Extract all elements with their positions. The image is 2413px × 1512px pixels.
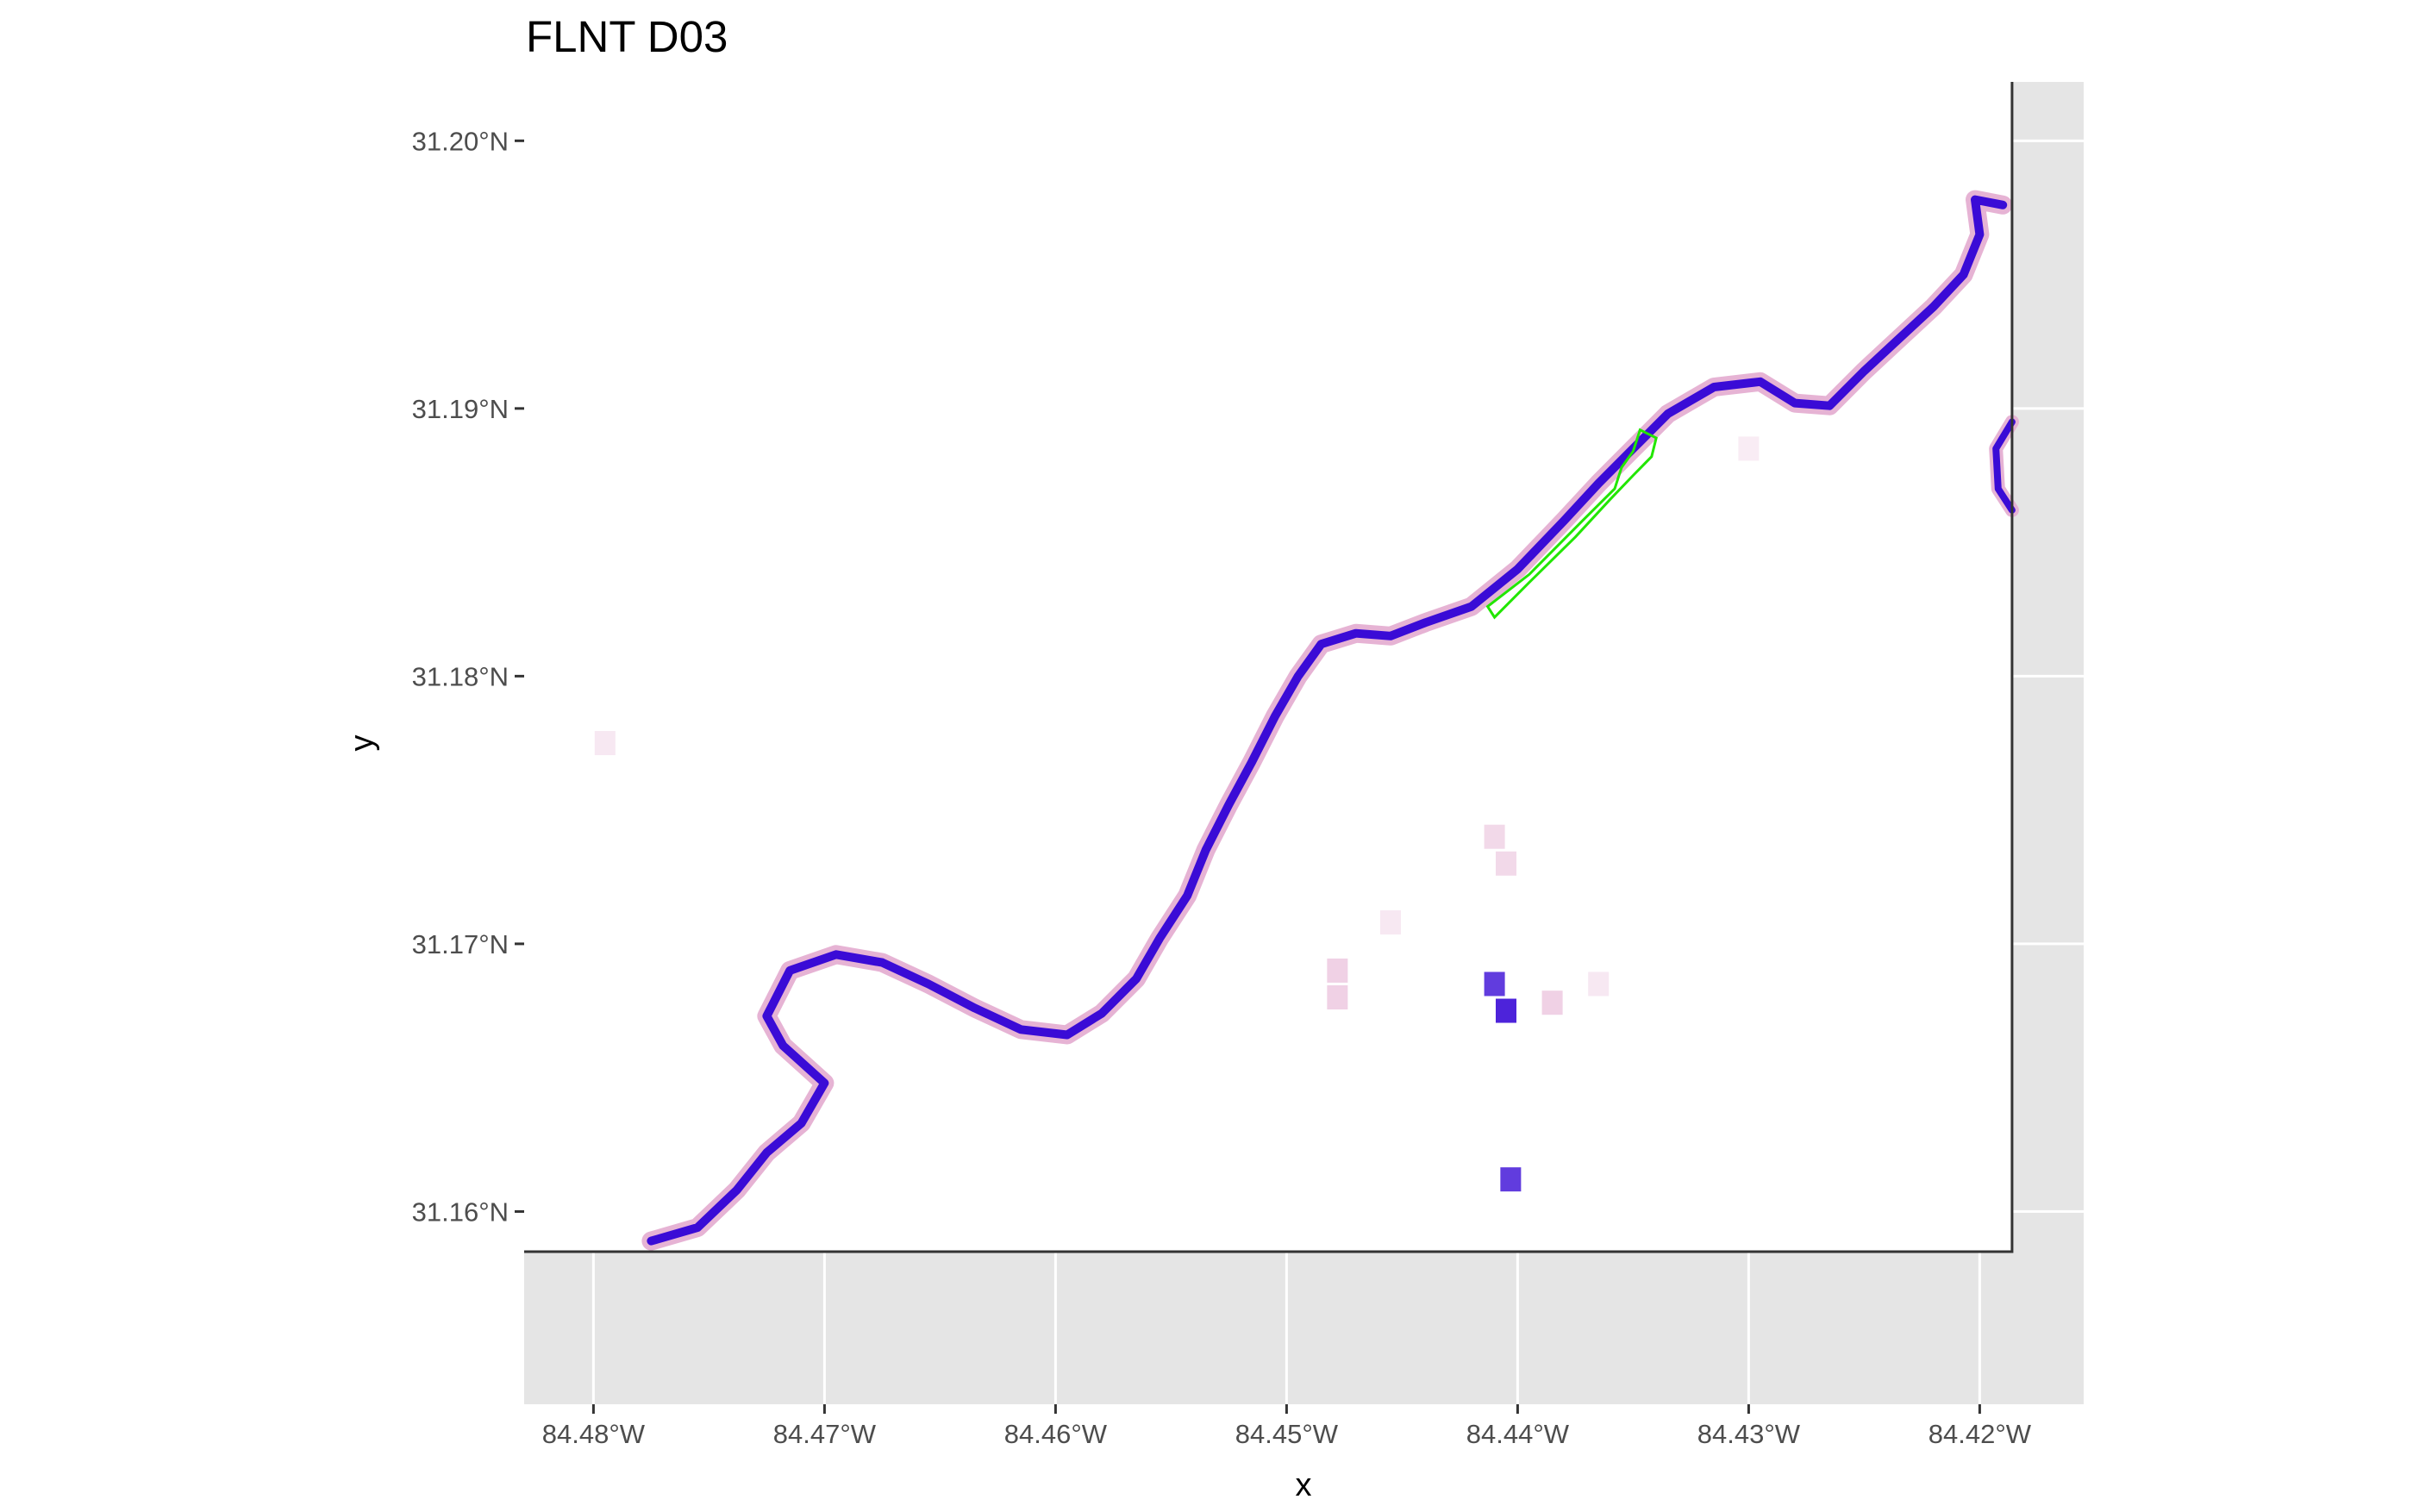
water-patch	[1496, 851, 1516, 876]
y-tick-label: 31.19°N	[412, 394, 509, 424]
water-patch	[1541, 990, 1563, 1015]
x-tick-label: 84.45°W	[1235, 1419, 1339, 1449]
water-patch	[1738, 436, 1760, 461]
raster-extent-border	[524, 82, 2014, 1253]
y-tick-label: 31.17°N	[412, 929, 509, 959]
water-patch	[1496, 998, 1516, 1023]
y-axis: 31.16°N 31.17°N 31.18°N 31.19°N 31.20°N	[412, 126, 524, 1227]
y-tick-label: 31.18°N	[412, 661, 509, 691]
river-channel	[641, 190, 2019, 1251]
x-tick-label: 84.42°W	[1929, 1419, 2032, 1449]
x-tick-label: 84.44°W	[1466, 1419, 1570, 1449]
x-axis-title: x	[1296, 1467, 1312, 1503]
y-axis-title: y	[344, 735, 380, 752]
water-patch	[1484, 824, 1505, 849]
water-patch	[1588, 972, 1610, 997]
x-tick-label: 84.47°W	[773, 1419, 877, 1449]
water-patch	[1380, 910, 1401, 935]
x-tick-label: 84.43°W	[1697, 1419, 1801, 1449]
water-patch	[1327, 958, 1348, 983]
raster-extent	[524, 82, 2012, 1252]
plot-title: FLNT D03	[526, 12, 728, 61]
water-patch	[594, 731, 616, 755]
side-channel-core	[1992, 418, 2016, 514]
x-axis: 84.48°W 84.47°W 84.46°W 84.45°W 84.44°W 84.43…	[542, 1404, 2032, 1449]
river-core	[647, 195, 2008, 1246]
water-patch	[1484, 972, 1505, 997]
water-patch	[1327, 985, 1348, 1009]
scattered-water-patches	[594, 436, 1760, 1192]
x-tick-label: 84.48°W	[542, 1419, 646, 1449]
y-tick-label: 31.20°N	[412, 126, 509, 156]
x-tick-label: 84.46°W	[1004, 1419, 1108, 1449]
study-reach-polygon	[1485, 428, 1658, 620]
water-patch	[1500, 1167, 1522, 1192]
y-tick-label: 31.16°N	[412, 1196, 509, 1227]
